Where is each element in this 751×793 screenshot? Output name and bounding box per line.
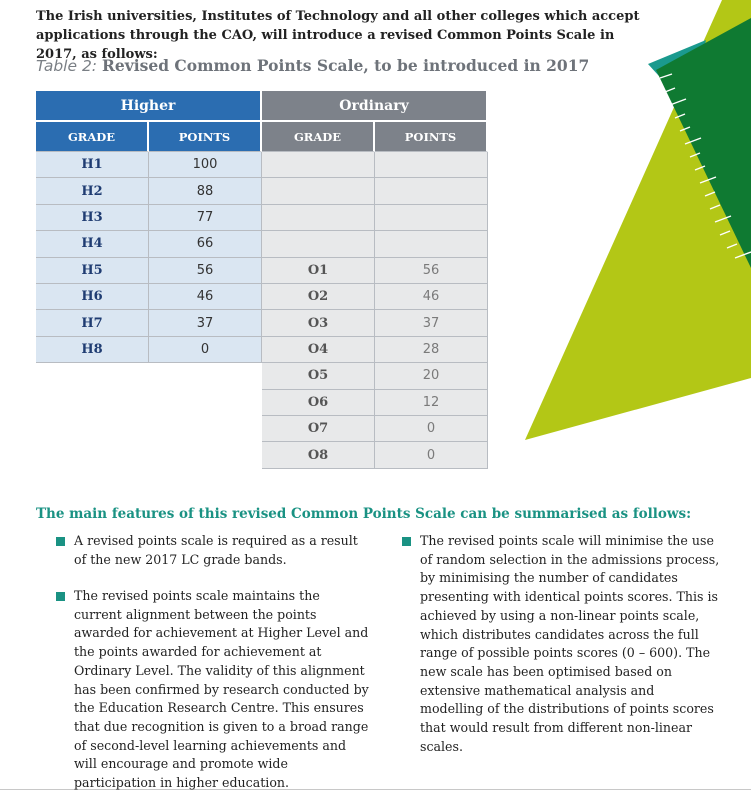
column-header: POINTS: [375, 122, 488, 152]
points-cell: 37: [149, 310, 262, 337]
points-cell: 28: [375, 336, 488, 364]
points-cell: 100: [149, 152, 262, 179]
intro: The Irish universities, Institutes of Te…: [36, 9, 640, 62]
bullet-text: A revised points scale is required as a …: [74, 533, 358, 567]
grade-cell: O4: [262, 336, 375, 364]
empty-cell: [262, 231, 375, 258]
points-cell: 0: [375, 416, 488, 443]
grade-cell: O3: [262, 310, 375, 337]
empty-cell: [375, 204, 488, 232]
grade-cell: O2: [262, 284, 375, 311]
empty-cell: [262, 204, 375, 232]
column-header: GRADE: [36, 122, 149, 152]
caption-title: Revised Common Points Scale, to be intro…: [101, 56, 590, 75]
features-heading: The main features of this revised Common…: [36, 506, 692, 522]
bullet-marker: [56, 592, 65, 601]
empty-cell: [262, 178, 375, 205]
points-cell: 0: [375, 442, 488, 469]
points-cell: 37: [375, 310, 488, 337]
points-cell: 56: [375, 257, 488, 284]
grade-cell: O6: [262, 389, 375, 416]
points-cell: 77: [149, 204, 262, 232]
points-cell: 56: [149, 257, 262, 284]
column-header: POINTS: [149, 122, 262, 152]
empty-cell: [375, 178, 488, 205]
column-header: GRADE: [262, 122, 375, 152]
points-cell: 12: [375, 389, 488, 416]
grade-cell: O7: [262, 416, 375, 443]
grade-cell: H2: [36, 178, 149, 205]
empty-cell: [375, 152, 488, 179]
ruler-ticks: [659, 73, 751, 259]
grade-cell: O1: [262, 257, 375, 284]
grade-cell: H3: [36, 204, 149, 232]
group-header: Higher: [36, 91, 262, 122]
empty-cell: [375, 231, 488, 258]
grade-cell: H6: [36, 284, 149, 311]
points-cell: 46: [375, 284, 488, 311]
grade-cell: H4: [36, 231, 149, 258]
grade-cell: H7: [36, 310, 149, 337]
grade-cell: H1: [36, 152, 149, 179]
points-cell: 46: [149, 284, 262, 311]
points-cell: 20: [375, 363, 488, 390]
group-header: Ordinary: [262, 91, 488, 122]
points-cell: 66: [149, 231, 262, 258]
table-caption: Table 2: Revised Common Points Scale, to…: [36, 56, 589, 75]
empty-cell: [262, 152, 375, 179]
grade-cell: H5: [36, 257, 149, 284]
grade-cell: O8: [262, 442, 375, 469]
green-shape: [656, 18, 751, 268]
caption-label: Table 2:: [36, 57, 98, 75]
points-cell: 88: [149, 178, 262, 205]
points-cell: 0: [149, 336, 262, 364]
grade-cell: O5: [262, 363, 375, 390]
bullet-text: The revised points scale maintains the c…: [74, 588, 369, 791]
bullet-marker: [402, 537, 411, 546]
bullet-marker: [56, 537, 65, 546]
bullet-text: The revised points scale will minimise t…: [420, 533, 720, 754]
grade-cell: H8: [36, 336, 149, 364]
